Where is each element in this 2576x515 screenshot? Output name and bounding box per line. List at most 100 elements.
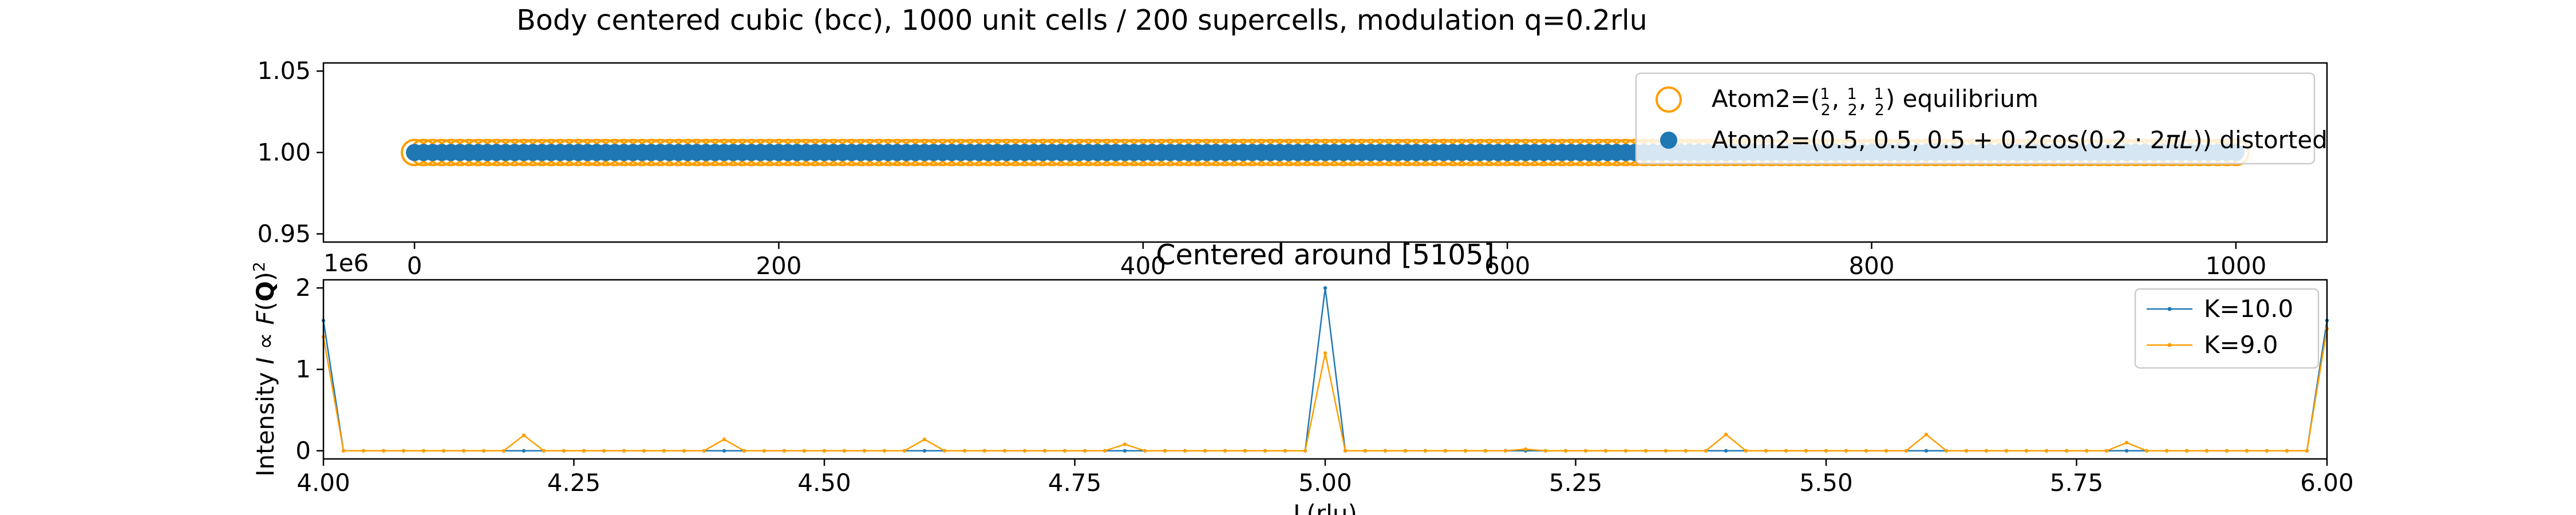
series-point-k9 [2245,449,2249,453]
series-point-k9 [1764,449,1768,453]
series-point-k9 [1403,449,1408,453]
series-point-k9 [1483,449,1488,453]
y-multiplier: 1e6 [323,249,369,277]
top-y-tick-label: 1.05 [257,57,311,85]
series-point-k9 [1643,449,1648,453]
top-x-ticks: 0 200 400 600 800 1000 [407,242,2266,280]
series-point-k9 [562,449,566,453]
series-point-k9 [1784,449,1788,453]
series-point-k9 [1363,449,1368,453]
series-point-k9 [602,449,606,453]
bottom-y-tick-label: 1 [295,355,311,383]
series-point-k10 [1123,449,1127,453]
series-point-k9 [1343,449,1348,453]
series-point-k9 [2124,441,2129,445]
series-point-k9 [1002,449,1007,453]
series-point-k9 [1082,449,1087,453]
series-point-k9 [421,449,426,453]
series-point-k9 [782,449,787,453]
series-point-k9 [1744,449,1748,453]
top-x-tick-label: 600 [1484,252,1530,280]
series-point-k9 [802,449,807,453]
series-point-k10 [722,449,726,453]
series-point-k9 [982,449,987,453]
series-point-k9 [1704,449,1708,453]
bottom-y-tick-label: 2 [295,274,311,302]
bottom-axes-frame [322,279,2328,460]
bottom-legend: K=10.0 K=9.0 [2134,288,2320,369]
series-point-k9 [542,449,546,453]
legend-marker-distorted [1660,132,1677,149]
top-x-tick-label: 800 [1848,252,1894,280]
series-point-k9 [1824,449,1828,453]
series-point-k9 [1964,449,1969,453]
series-point-k9 [642,449,646,453]
series-point-k9 [1263,449,1267,453]
series-point-k10 [2124,449,2129,453]
top-y-ticks: 0.95 1.00 1.05 [257,57,323,248]
bottom-x-tick-label: 5.00 [1298,469,1352,497]
series-point-k9 [1203,449,1207,453]
figure-title: Body centered cubic (bcc), 1000 unit cel… [516,4,1647,37]
series-point-k9 [1583,449,1588,453]
series-point-k10 [1724,449,1728,453]
series-point-k9 [1623,449,1628,453]
series-point-k9 [1163,449,1167,453]
series-point-k9 [501,449,506,453]
bottom-x-tick-label: 4.00 [297,469,350,497]
series-point-k9 [2204,449,2209,453]
bottom-x-label: L(rlu) [1293,500,1357,515]
bottom-x-tick-label: 5.75 [2050,469,2104,497]
series-point-k9 [1323,351,1327,355]
series-point-k9 [842,449,847,453]
series-point-k9 [922,437,927,442]
legend-label-equilibrium: Atom2=(1 2, 1 2, 1 2) equilibrium [1712,85,2038,119]
series-point-k9 [2184,449,2189,453]
series-point-k9 [1563,449,1568,453]
legend-label-distorted: Atom2=(0.5, 0.5, 0.5 + 0.2cos(0.2 · 2πL)… [1712,126,2328,154]
series-point-k9 [822,449,827,453]
series-point-k9 [1183,449,1187,453]
series-point-k9 [1944,449,1949,453]
series-point-k9 [1684,449,1688,453]
series-point-k9 [441,449,446,453]
series-point-k10 [1924,449,1929,453]
series-point-k10 [521,449,526,453]
series-point-k9 [1904,449,1909,453]
series-point-k9 [1523,447,1528,451]
series-point-k9 [1383,449,1388,453]
series-point-k9 [2044,449,2049,453]
series-point-k9 [1844,449,1848,453]
series-point-k9 [2064,449,2069,453]
series-point-k9 [1664,449,1668,453]
series-point-k9 [1042,449,1047,453]
series-point-k9 [381,449,386,453]
top-legend-box [1635,72,2316,165]
series-point-k9 [2104,449,2109,453]
series-point-k9 [1884,449,1888,453]
bottom-x-tick-label: 5.25 [1549,469,1603,497]
top-y-tick-label: 0.95 [257,220,311,248]
series-point-k9 [2144,449,2149,453]
top-x-tick-label: 0 [407,252,422,280]
series-point-k9 [2305,449,2309,453]
series-point-k9 [1463,449,1468,453]
top-x-tick-label: 200 [756,252,801,280]
series-point-k9 [1103,449,1107,453]
legend-label-k9: K=9.0 [2204,331,2278,359]
series-point-k9 [882,449,887,453]
series-point-k9 [862,449,867,453]
series-point-k9 [1724,433,1728,437]
bottom-x-ticks: 4.00 4.25 4.50 4.75 5.00 5.25 5.50 5.75 6.00 [297,459,2354,497]
bottom-y-tick-label: 0 [295,437,311,465]
legend-dot-k10 [2167,307,2172,311]
series-point-k9 [1924,433,1929,437]
series-point-k9 [1283,449,1287,453]
series-point-k9 [1503,449,1508,453]
series-point-k9 [1443,449,1448,453]
series-point-k9 [962,449,967,453]
series-point-k9 [722,437,726,442]
series-point-k9 [2265,449,2269,453]
bottom-x-tick-label: 5.50 [1799,469,1853,497]
legend-dot-k9 [2167,343,2172,347]
